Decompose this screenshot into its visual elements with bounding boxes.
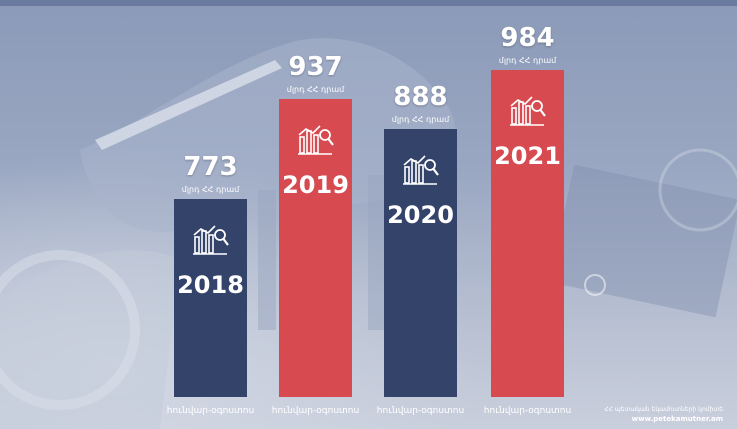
bar-category-label: 2018 bbox=[177, 271, 244, 299]
chart-magnifier-icon bbox=[296, 123, 336, 157]
bar-period-label: հունվար-օգոստոս bbox=[271, 406, 360, 416]
bg-bar-2 bbox=[368, 175, 386, 330]
bar-2020 bbox=[384, 129, 457, 397]
bar-value-label: 937 bbox=[288, 52, 343, 82]
bar-value-label: 984 bbox=[500, 23, 555, 53]
hand-shape bbox=[80, 38, 456, 232]
bar-value-label: 773 bbox=[183, 152, 238, 182]
chart-magnifier-icon bbox=[191, 223, 231, 257]
chart-magnifier-icon bbox=[401, 153, 441, 187]
bar-2018 bbox=[174, 199, 247, 397]
bar-category-label: 2019 bbox=[282, 171, 349, 199]
laptop-shape bbox=[549, 164, 737, 318]
bar-period-label: հունվար-օգոստոս bbox=[483, 406, 572, 416]
bg-bar-1 bbox=[258, 190, 276, 330]
bar-unit-label: մլրդ ՀՀ դրամ bbox=[391, 115, 450, 124]
pen-shape bbox=[95, 60, 282, 150]
bar-category-label: 2021 bbox=[494, 142, 561, 170]
bar-unit-label: մլրդ ՀՀ դրամ bbox=[286, 85, 345, 94]
cursor-ring bbox=[584, 274, 606, 296]
paper-curve bbox=[0, 250, 180, 429]
bar-period-label: հունվար-օգոստոս bbox=[376, 406, 465, 416]
clock-ring bbox=[0, 250, 140, 410]
bar-category-label: 2020 bbox=[387, 201, 454, 229]
source-text: ՀՀ պետական եկամուտների կոմիտե bbox=[604, 406, 723, 413]
bar-unit-label: մլրդ ՀՀ դրամ bbox=[181, 185, 240, 194]
chart-magnifier-icon bbox=[508, 94, 548, 128]
source-url: www.petekamutner.am bbox=[631, 415, 723, 423]
bar-unit-label: մլրդ ՀՀ դրամ bbox=[498, 56, 557, 65]
bar-2019 bbox=[279, 99, 352, 397]
bar-value-label: 888 bbox=[393, 82, 448, 112]
bar-period-label: հունվար-օգոստոս bbox=[166, 406, 255, 416]
gauge-ring bbox=[658, 148, 737, 232]
